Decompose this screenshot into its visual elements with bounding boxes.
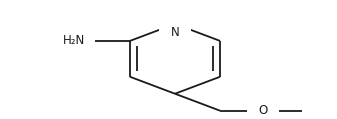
Text: O: O [258,104,268,117]
Text: N: N [171,26,179,39]
Text: H₂N: H₂N [63,34,85,47]
